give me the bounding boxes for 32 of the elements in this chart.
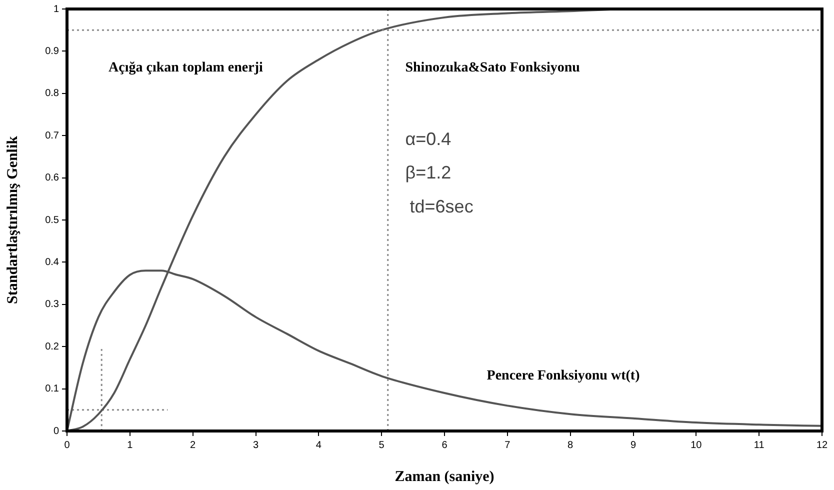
y-tick-label: 1 [53,4,60,15]
y-tick-label: 0.9 [45,46,60,57]
x-tick-label: 2 [190,440,196,451]
x-tick-label: 6 [442,440,448,451]
x-tick-label: 4 [316,440,322,451]
x-axis-title: Zaman (saniye) [394,468,494,485]
annotation: td=6sec [410,196,474,216]
y-tick-label: 0.8 [45,88,60,100]
x-tick-label: 1 [127,440,134,451]
x-tick-label: 8 [568,440,574,451]
annotation: β=1.2 [405,162,452,183]
y-tick-label: 0.3 [45,299,60,310]
y-tick-label: 0.2 [45,341,60,352]
y-tick-label: 0.1 [45,384,60,395]
x-tick-label: 3 [252,440,259,451]
y-tick-label: 0 [53,426,60,437]
x-tick-label: 11 [754,440,765,451]
y-tick-label: 0.5 [45,214,60,226]
annotation: α=0.4 [405,128,452,149]
x-tick-label: 7 [504,440,511,451]
x-tick-label: 12 [816,440,828,451]
y-tick-label: 0.7 [45,130,60,142]
annotation: Açığa çıkan toplam enerji [108,60,264,76]
x-tick-label: 9 [630,440,636,451]
y-tick-label: 0.4 [45,256,60,268]
x-tick-label: 5 [378,440,385,451]
y-axis-title: Standartlaştırılmış Genlik [4,135,21,304]
annotation: Shinozuka&Sato Fonksiyonu [405,60,580,76]
x-tick-label: 10 [690,440,702,451]
annotation: Pencere Fonksiyonu wt(t) [486,368,640,384]
y-tick-label: 0.6 [45,172,60,184]
x-tick-label: 0 [64,440,70,451]
